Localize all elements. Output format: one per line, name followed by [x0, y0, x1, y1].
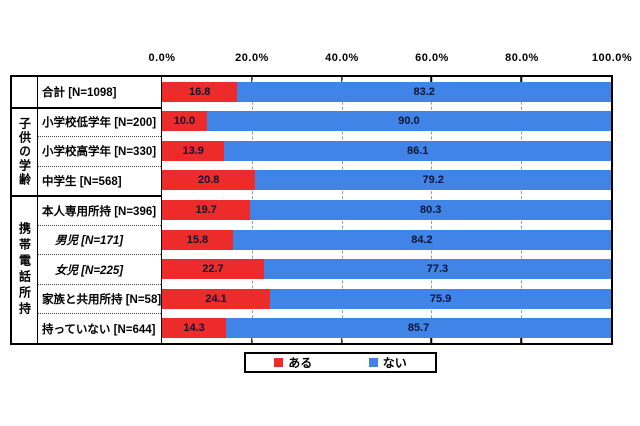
legend-swatch-nai: [368, 358, 378, 367]
bar-segment-aru: 19.7: [162, 199, 251, 220]
legend-item-nai: ない: [368, 354, 407, 371]
bar-segment-aru: 22.7: [162, 259, 264, 280]
legend-item-aru: ある: [274, 354, 312, 371]
bar-value-nai: 90.0: [398, 115, 420, 128]
row-label-total: 合計 [N=1098]: [42, 86, 117, 99]
bar-row-shared-phone: 24.1 75.9: [162, 284, 611, 314]
group-cell-empty: [12, 77, 38, 107]
legend: ある ない: [244, 352, 437, 373]
bar-segment-aru: 15.8: [162, 229, 233, 250]
x-tick-label-100: 100.0%: [591, 52, 633, 64]
row-label-own-phone: 本人専用所持 [N=396]: [38, 195, 161, 225]
bar-value-aru: 15.8: [186, 233, 209, 246]
chart-table: 子供の学齢 携帯電話所持 合計 [N=1098] 小学校低学年 [N=200] …: [10, 75, 613, 345]
row-label-junior-high: 中学生 [N=568]: [38, 165, 161, 196]
row-label-elem-lower: 小学校低学年 [N=200]: [38, 106, 161, 137]
plot-area: 16.8 83.2 10.0 90.0 13.9 86.1 20.8: [161, 77, 611, 343]
bar-value-aru: 24.1: [205, 292, 227, 305]
bar-segment-nai: 86.1: [224, 140, 611, 161]
group-label-school-age: 子供の学齢: [12, 106, 38, 196]
axis-tick: [430, 77, 433, 82]
x-tick-label-20: 20.0%: [235, 52, 269, 64]
bar-value-nai: 85.7: [407, 322, 430, 335]
legend-label-aru: ある: [288, 356, 313, 370]
bar-row-girls: 22.7 77.3: [162, 254, 611, 284]
bar-value-nai: 77.3: [426, 263, 449, 276]
bar-segment-nai: 80.3: [250, 199, 611, 220]
axis-tick: [520, 337, 522, 343]
axis-tick: [340, 77, 343, 82]
row-label-no-phone: 持っていない [N=644]: [38, 313, 161, 343]
bar-row-boys: 15.8 84.2: [162, 225, 611, 255]
bar-segment-nai: 83.2: [237, 81, 611, 102]
bar-segment-nai: 77.3: [263, 259, 611, 280]
x-tick-label-80: 80.0%: [505, 52, 539, 64]
bar-value-nai: 79.2: [422, 174, 444, 187]
bar-segment-nai: 90.0: [206, 111, 611, 132]
legend-swatch-aru: [274, 358, 284, 367]
bar-segment-aru: 14.3: [162, 318, 227, 339]
bar-segment-nai: 84.2: [232, 229, 611, 250]
bar-row-elem-lower: 10.0 90.0: [162, 107, 611, 137]
group-label-school-age-text: 子供の学齢: [17, 116, 32, 187]
group-label-phone-ownership-text: 携帯電話所持: [17, 222, 32, 319]
bar-value-aru: 16.8: [189, 85, 211, 98]
x-tick-label-0: 0.0%: [148, 52, 176, 64]
bar-value-nai: 86.1: [406, 144, 429, 157]
bar-row-junior-high: 20.8 79.2: [162, 166, 611, 196]
bar-row-no-phone: 14.3 85.7: [162, 313, 611, 343]
axis-tick: [520, 77, 522, 82]
axis-tick: [340, 337, 343, 343]
x-tick-label-60: 60.0%: [415, 52, 449, 64]
bar-segment-nai: 85.7: [226, 318, 611, 339]
bar-row-total: 16.8 83.2: [162, 77, 611, 107]
bar-value-nai: 75.9: [429, 292, 452, 305]
row-label-boys: 男児 [N=171]: [38, 224, 161, 255]
bar-segment-aru: 24.1: [162, 288, 271, 309]
group-label-phone-ownership: 携帯電話所持: [12, 195, 38, 343]
bar-value-aru: 14.3: [183, 322, 205, 335]
row-label-girls: 女児 [N=225]: [38, 254, 161, 284]
bar-segment-nai: 79.2: [255, 170, 611, 191]
bar-value-aru: 10.0: [173, 115, 196, 128]
bar-value-aru: 22.7: [202, 263, 224, 276]
bar-value-aru: 13.9: [182, 144, 204, 157]
axis-tick: [430, 337, 433, 343]
row-label-shared-phone: 家族と共用所持 [N=58]: [38, 283, 161, 314]
row-label-elem-upper: 小学校高学年 [N=330]: [38, 136, 161, 166]
bar-value-aru: 19.7: [195, 203, 217, 216]
bar-segment-aru: 16.8: [162, 81, 238, 102]
bar-value-aru: 20.8: [197, 174, 220, 187]
bar-value-nai: 80.3: [420, 203, 442, 216]
bar-row-elem-upper: 13.9 86.1: [162, 136, 611, 166]
bar-segment-aru: 13.9: [162, 140, 225, 161]
bar-value-nai: 83.2: [413, 85, 435, 98]
bar-segment-nai: 75.9: [270, 288, 611, 309]
x-tick-label-40: 40.0%: [325, 52, 359, 64]
bar-segment-aru: 20.8: [162, 170, 256, 191]
axis-tick: [251, 337, 253, 343]
axis-tick: [251, 77, 253, 82]
legend-label-nai: ない: [382, 356, 407, 370]
bar-value-nai: 84.2: [411, 233, 433, 246]
bar-segment-aru: 10.0: [162, 111, 207, 132]
bar-row-own-phone: 19.7 80.3: [162, 195, 611, 225]
